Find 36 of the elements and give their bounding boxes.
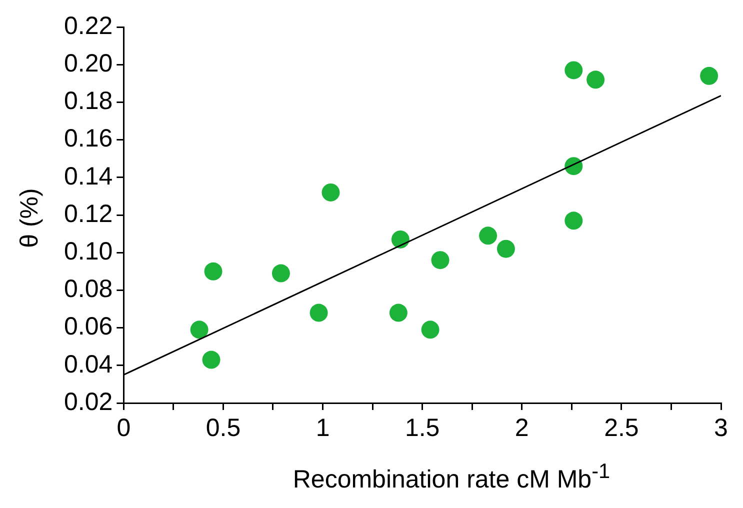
point (421, 320, 440, 339)
y-tick-label: 0.18 (64, 87, 113, 116)
y-tick-label: 0.14 (64, 162, 113, 190)
y-tick-label: 0.20 (64, 49, 113, 78)
point (322, 183, 340, 202)
x-tick-label: 1 (316, 414, 330, 442)
point (202, 350, 220, 369)
x-tick-label: 3 (714, 414, 728, 442)
y-tick-label: 0.06 (64, 312, 113, 341)
y-tick-label: 0.22 (64, 12, 113, 40)
x-tick-label: 0.5 (206, 414, 241, 442)
point (700, 66, 718, 85)
point (310, 304, 328, 322)
x-tick-label: 2 (514, 414, 529, 442)
point (564, 61, 583, 80)
point (272, 264, 290, 282)
y-tick-label: 0.08 (64, 275, 113, 304)
y-tick-label: 0.02 (64, 388, 113, 416)
point (204, 262, 222, 280)
x-tick-label: 0 (116, 414, 131, 442)
point (431, 251, 450, 270)
point (391, 230, 410, 248)
y-tick-label: 0.12 (64, 200, 113, 228)
x-axis-title: Recombination rate cM Mb$^{-1}$ (292, 460, 612, 494)
x-tick-label: 1.5 (404, 414, 440, 442)
y-tick-label: 0.16 (64, 124, 113, 153)
point (190, 320, 208, 339)
point (389, 304, 408, 322)
point (479, 226, 498, 245)
point (496, 240, 515, 258)
y-tick-label: 0.04 (64, 350, 113, 378)
point (586, 70, 605, 89)
y-tick-label: 0.10 (64, 237, 113, 266)
x-tick-label: 2.5 (604, 414, 639, 442)
point (564, 212, 583, 230)
y-axis-title: θ (%) (16, 188, 44, 248)
